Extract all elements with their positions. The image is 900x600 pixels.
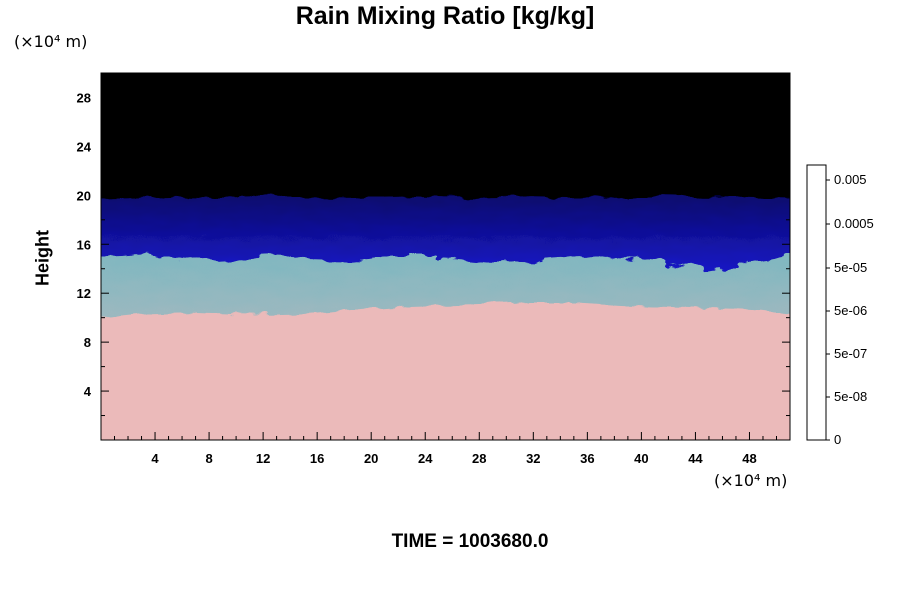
y-tick-label: 4 xyxy=(84,384,92,399)
y-tick-label: 12 xyxy=(77,286,91,301)
pink-lower-layer xyxy=(101,303,790,440)
colorbar-label: 5e-06 xyxy=(834,303,867,318)
y-tick-label: 16 xyxy=(77,237,91,252)
colorbar-label: 5e-08 xyxy=(834,389,867,404)
y-tick-label: 20 xyxy=(77,188,91,203)
colorbar-frame xyxy=(806,164,827,441)
colorbar-label: 0.0005 xyxy=(834,216,874,231)
y-tick-label: 8 xyxy=(84,335,91,350)
colorbar-label: 5e-07 xyxy=(834,346,867,361)
x-tick-label: 24 xyxy=(418,451,433,466)
x-tick-label: 12 xyxy=(256,451,270,466)
colorbar: 0.005 0.0005 5e-05 5e-06 5e-07 5e-08 0 xyxy=(806,164,874,447)
x-axis: 4 8 12 16 20 24 28 32 36 40 44 48 xyxy=(114,73,777,466)
x-tick-label: 36 xyxy=(580,451,594,466)
plot-frame xyxy=(100,72,791,441)
x-tick-label: 32 xyxy=(526,451,540,466)
colorbar-label: 0 xyxy=(834,432,841,447)
time-label: TIME = 1003680.0 xyxy=(391,531,549,552)
chart-title: Rain Mixing Ratio [kg/kg] xyxy=(295,2,595,30)
x-tick-label: 16 xyxy=(310,451,324,466)
x-tick-label: 40 xyxy=(634,451,648,466)
y-tick-label: 28 xyxy=(77,90,91,105)
x-tick-label: 20 xyxy=(364,451,378,466)
x-tick-label: 4 xyxy=(151,451,159,466)
x-axis-unit: (×10⁴ m) xyxy=(714,471,788,490)
heatmap-field xyxy=(101,73,790,440)
colorbar-label: 5e-05 xyxy=(834,260,867,275)
colorbar-label: 0.005 xyxy=(834,172,867,187)
x-tick-label: 48 xyxy=(742,451,756,466)
x-tick-label: 8 xyxy=(205,451,212,466)
y-axis: 4 8 12 16 20 24 28 xyxy=(77,72,790,417)
y-tick-label: 24 xyxy=(77,139,92,154)
y-axis-unit: (×10⁴ m) xyxy=(14,32,88,51)
x-tick-label: 28 xyxy=(472,451,486,466)
x-tick-label: 44 xyxy=(688,451,703,466)
